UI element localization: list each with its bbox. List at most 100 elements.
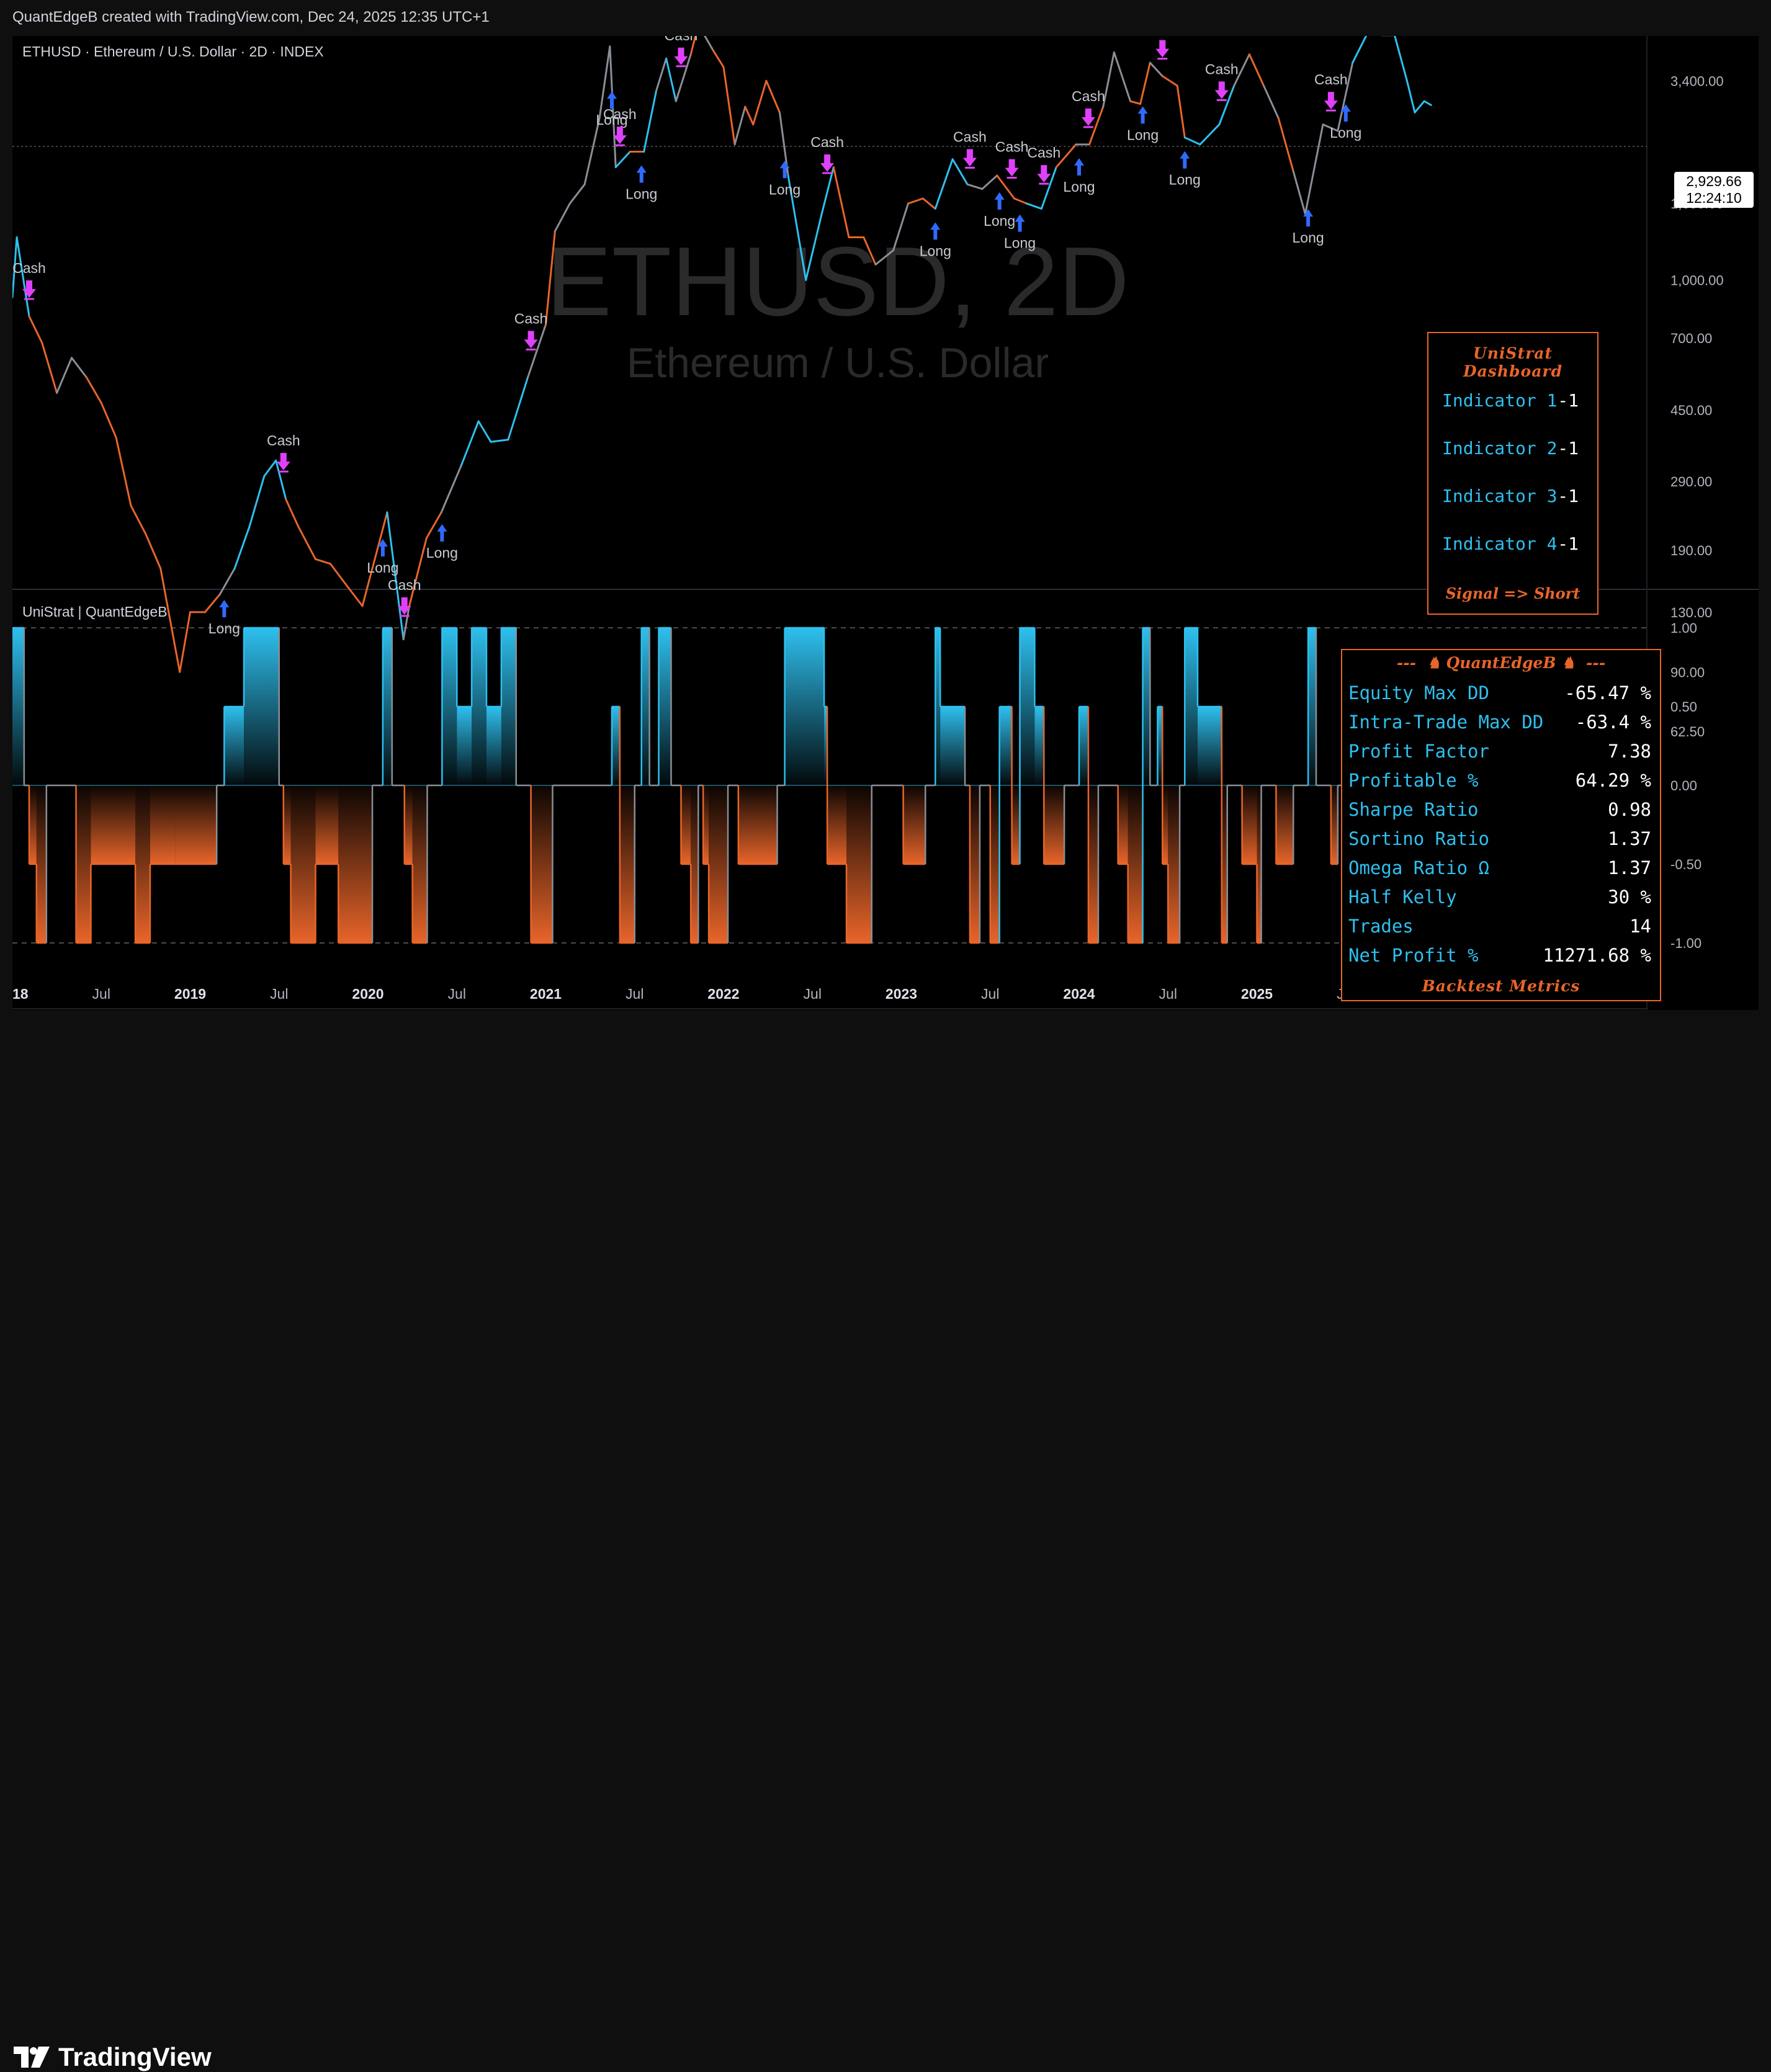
cash-signal-label: Cash xyxy=(1072,88,1105,104)
oscillator-negative-area xyxy=(29,785,37,864)
dashboard-row-label: Indicator 2 xyxy=(1442,438,1558,458)
price-segment xyxy=(614,151,631,169)
metrics-row: Profit Factor 7.38 xyxy=(1348,741,1654,762)
price-segment xyxy=(1262,84,1280,120)
chart-canvas[interactable]: ETHUSD, 2D Ethereum / U.S. Dollar ETHUSD… xyxy=(11,11,1759,1010)
long-signal-arrow xyxy=(437,524,447,542)
oscillator-axis[interactable]: 1.00 0.50 0.00 -0.50 -1.00 xyxy=(1670,620,1702,951)
price-segment xyxy=(344,583,364,607)
price-segment xyxy=(329,563,346,585)
price-segment xyxy=(712,49,725,68)
oscillator-positive-area xyxy=(999,707,1012,785)
oscillator-positive-area xyxy=(611,707,620,785)
long-signal-label: Long xyxy=(426,545,458,561)
dashboard-row: Indicator 4 -1 xyxy=(1442,534,1586,554)
price-segment xyxy=(159,567,181,673)
symbol-title[interactable]: ETHUSD · Ethereum / U.S. Dollar · 2D · I… xyxy=(22,43,324,60)
price-tick-label: 1,000.00 xyxy=(1670,272,1724,288)
price-segment xyxy=(675,53,692,102)
oscillator-negative-area xyxy=(1242,785,1257,864)
price-segment xyxy=(233,525,251,569)
price-segment xyxy=(1139,61,1151,105)
oscillator-negative-area xyxy=(315,785,339,864)
oscillator-negative-area xyxy=(36,785,47,943)
cash-signal-arrow xyxy=(1037,165,1051,183)
price-segment xyxy=(386,511,405,641)
price-segment xyxy=(697,24,714,51)
price-segment xyxy=(263,459,277,477)
metrics-title: --- ♞ QuantEdgeB ♞ --- xyxy=(1396,654,1606,672)
price-segment xyxy=(1176,84,1186,139)
oscillator-negative-area xyxy=(703,785,709,864)
price-segment xyxy=(85,376,102,404)
unistrat-dashboard: UniStrat Dashboard Indicator 1 -1 Indica… xyxy=(1427,332,1598,615)
long-signal-label: Long xyxy=(984,213,1015,229)
price-segment xyxy=(981,174,998,190)
price-segment xyxy=(744,105,755,126)
price-segment xyxy=(951,158,969,185)
dashboard-row-value: -1 xyxy=(1558,534,1579,554)
signal-markers: CashLongCashLongCashLongCashLongCashLong… xyxy=(12,20,1361,636)
price-segment xyxy=(1393,34,1408,82)
metrics-row-value: -63.4 % xyxy=(1575,712,1651,733)
oscillator-positive-area xyxy=(1034,707,1044,785)
cash-signal-arrow xyxy=(524,331,538,349)
time-tick-label: Jul xyxy=(981,986,999,1002)
price-segment xyxy=(460,420,480,467)
time-tick-label: Jul xyxy=(448,986,466,1002)
metrics-row-value: 0.98 xyxy=(1608,799,1651,820)
cash-signal-label: Cash xyxy=(388,577,421,593)
oscillator-negative-area xyxy=(1257,785,1262,943)
long-signal-arrow xyxy=(994,192,1005,210)
price-segment xyxy=(115,436,132,507)
price-segment xyxy=(934,158,954,210)
oscillator-positive-area xyxy=(486,707,501,785)
oscillator-tick-label: 1.00 xyxy=(1670,620,1697,636)
long-signal-label: Long xyxy=(367,560,398,576)
time-tick-label: Jul xyxy=(1159,986,1177,1002)
long-signal-label: Long xyxy=(596,112,627,128)
oscillator-negative-area xyxy=(404,785,413,864)
long-signal-label: Long xyxy=(1127,127,1159,143)
tradingview-brand: TradingView xyxy=(58,2042,212,2071)
tradingview-logo[interactable]: TradingView xyxy=(14,2042,212,2072)
oscillator-positive-area xyxy=(784,628,825,785)
long-signal-label: Long xyxy=(1330,125,1361,141)
cash-signal-label: Cash xyxy=(953,128,987,145)
price-segment xyxy=(527,323,547,378)
oscillator-positive-area xyxy=(457,707,472,785)
cash-signal-label: Cash xyxy=(665,36,698,43)
price-segment xyxy=(1040,166,1057,210)
oscillator-negative-area xyxy=(1276,785,1294,864)
metrics-row: Equity Max DD -65.47 % xyxy=(1348,682,1654,703)
oscillator-negative-area xyxy=(969,785,980,943)
backtest-metrics-table: --- ♞ QuantEdgeB ♞ --- Equity Max DD -65.… xyxy=(1341,649,1661,1001)
price-segment xyxy=(1183,136,1201,146)
oscillator-negative-area xyxy=(150,785,176,864)
price-segment xyxy=(1292,170,1306,215)
price-segment xyxy=(722,66,736,146)
dashboard-row: Indicator 3 -1 xyxy=(1442,486,1586,506)
current-price-tag: 2,929.66 12:24:10 xyxy=(1674,172,1754,208)
oscillator-positive-area xyxy=(382,628,392,785)
oscillator-tick-label: -0.50 xyxy=(1670,857,1702,872)
oscillator-positive-area xyxy=(472,628,486,785)
watermark-name: Ethereum / U.S. Dollar xyxy=(627,339,1049,386)
chart-frame[interactable]: ETHUSD, 2D Ethereum / U.S. Dollar ETHUSD… xyxy=(11,11,1759,1010)
price-segment xyxy=(41,342,58,394)
price-segment xyxy=(874,249,895,266)
oscillator-positive-area xyxy=(935,628,941,785)
oscillator-positive-area xyxy=(641,628,650,785)
cash-signal-arrow xyxy=(1214,81,1229,99)
price-segment xyxy=(248,475,266,528)
price-segment xyxy=(275,459,287,501)
price-segment xyxy=(477,420,492,443)
dashboard-row-value: -1 xyxy=(1558,390,1579,411)
price-segment xyxy=(1304,123,1324,215)
indicator-title[interactable]: UniStrat | QuantEdgeB xyxy=(22,604,168,620)
oscillator-positive-area xyxy=(1020,628,1035,785)
oscillator-negative-area xyxy=(1168,785,1180,943)
metrics-row-value: -65.47 % xyxy=(1564,682,1651,703)
oscillator-negative-area xyxy=(1330,785,1338,864)
metrics-row: Sharpe Ratio 0.98 xyxy=(1348,799,1654,820)
